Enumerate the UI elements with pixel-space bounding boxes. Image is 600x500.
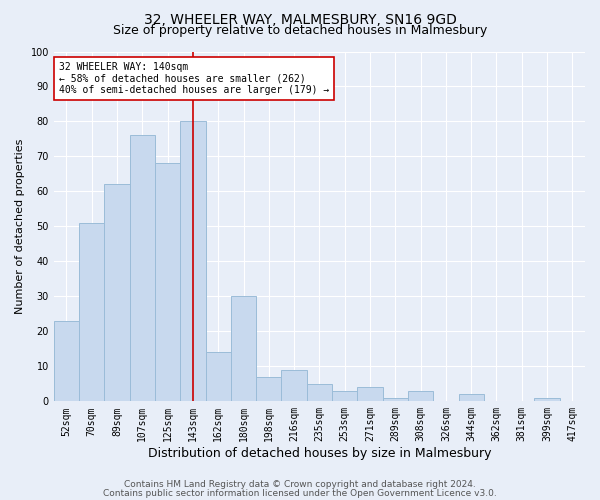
Bar <box>408 391 433 402</box>
Text: Contains public sector information licensed under the Open Government Licence v3: Contains public sector information licen… <box>103 488 497 498</box>
Bar <box>180 122 206 402</box>
Bar <box>130 136 155 402</box>
Bar <box>79 223 104 402</box>
Text: Contains HM Land Registry data © Crown copyright and database right 2024.: Contains HM Land Registry data © Crown c… <box>124 480 476 489</box>
Bar <box>155 164 180 402</box>
Bar <box>307 384 332 402</box>
Text: 32 WHEELER WAY: 140sqm
← 58% of detached houses are smaller (262)
40% of semi-de: 32 WHEELER WAY: 140sqm ← 58% of detached… <box>59 62 329 95</box>
Text: Size of property relative to detached houses in Malmesbury: Size of property relative to detached ho… <box>113 24 487 37</box>
Bar <box>206 352 231 402</box>
Bar <box>256 377 281 402</box>
Bar <box>231 296 256 402</box>
X-axis label: Distribution of detached houses by size in Malmesbury: Distribution of detached houses by size … <box>148 447 491 460</box>
Bar <box>104 184 130 402</box>
Text: 32, WHEELER WAY, MALMESBURY, SN16 9GD: 32, WHEELER WAY, MALMESBURY, SN16 9GD <box>143 12 457 26</box>
Bar <box>358 388 383 402</box>
Y-axis label: Number of detached properties: Number of detached properties <box>15 138 25 314</box>
Bar <box>458 394 484 402</box>
Bar <box>383 398 408 402</box>
Bar <box>281 370 307 402</box>
Bar <box>535 398 560 402</box>
Bar <box>332 391 358 402</box>
Bar <box>54 321 79 402</box>
